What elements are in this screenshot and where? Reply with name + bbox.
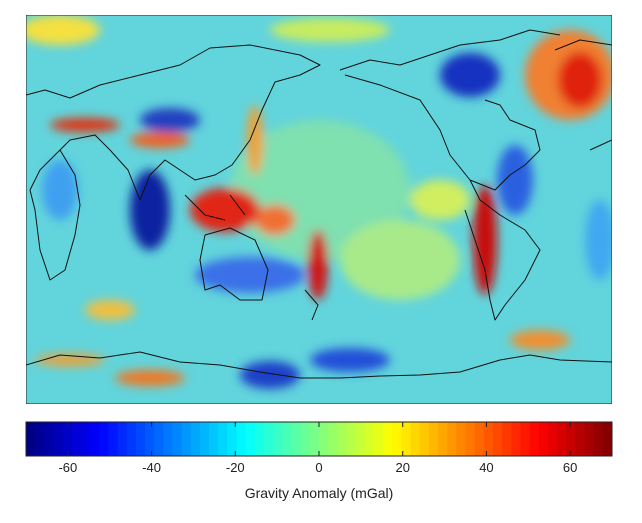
- colorbar-swatch: [419, 422, 430, 456]
- colorbar-swatch: [172, 422, 183, 456]
- colorbar-swatch: [447, 422, 457, 456]
- colorbar-swatch: [35, 422, 45, 456]
- colorbar-swatch: [145, 422, 155, 456]
- colorbar-swatch: [282, 422, 293, 456]
- colorbar-swatch: [520, 422, 531, 456]
- colorbar-swatch: [483, 422, 494, 456]
- colorbar-swatch: [190, 422, 201, 456]
- colorbar-swatch: [438, 422, 448, 456]
- colorbar-swatch: [71, 422, 82, 456]
- colorbar-swatch: [126, 422, 137, 456]
- colorbar-swatch: [181, 422, 192, 456]
- colorbar-swatch: [428, 422, 439, 456]
- colorbar-swatch: [273, 422, 283, 456]
- colorbar-tick-label: -20: [226, 460, 245, 475]
- colorbar-swatch: [135, 422, 146, 456]
- colorbar-swatch: [456, 422, 466, 456]
- colorbar-swatch: [264, 422, 274, 456]
- colorbar-swatch: [593, 422, 604, 456]
- coastline: [26, 44, 321, 281]
- anomaly-field: [26, 15, 612, 389]
- colorbar-swatch: [291, 422, 302, 456]
- colorbar-swatch: [410, 422, 421, 456]
- gravity-map: [26, 15, 612, 404]
- coastline: [184, 194, 319, 321]
- colorbar-swatch: [373, 422, 384, 456]
- colorbar-swatch: [154, 422, 164, 456]
- colorbar-swatch: [99, 422, 109, 456]
- colorbar-swatch: [401, 422, 412, 456]
- colorbar-swatch: [319, 422, 329, 456]
- colorbar-swatch: [355, 422, 366, 456]
- colorbar-tick-label: 60: [563, 460, 577, 475]
- colorbar-swatch: [602, 422, 613, 456]
- colorbar-swatch: [392, 422, 402, 456]
- colorbar-swatch: [80, 422, 91, 456]
- colorbar-swatch: [492, 422, 503, 456]
- colorbar-swatch: [108, 422, 119, 456]
- colorbar-swatch: [236, 422, 247, 456]
- colorbar-tick-label: -40: [142, 460, 161, 475]
- colorbar-swatch: [90, 422, 100, 456]
- colorbar-swatch: [502, 422, 512, 456]
- colorbar-swatch: [218, 422, 228, 456]
- colorbar-swatch: [227, 422, 238, 456]
- coastline: [339, 29, 561, 321]
- colorbar-swatch: [511, 422, 521, 456]
- colorbar-tick-label: 0: [315, 460, 322, 475]
- colorbar-swatch: [383, 422, 393, 456]
- colorbar-swatch: [53, 422, 64, 456]
- colorbar-swatch: [309, 422, 320, 456]
- colorbar-swatch: [547, 422, 558, 456]
- colorbar-swatch: [209, 422, 219, 456]
- colorbar-swatch: [557, 422, 567, 456]
- colorbar-swatch: [26, 422, 36, 456]
- colorbar-swatch: [44, 422, 54, 456]
- colorbar-swatch: [474, 422, 485, 456]
- colorbar-swatch: [199, 422, 210, 456]
- colorbar-swatch: [300, 422, 311, 456]
- colorbar-tick-label: 20: [395, 460, 409, 475]
- colorbar-swatch: [575, 422, 586, 456]
- colorbar-swatch: [529, 422, 540, 456]
- colorbar: -60 -40 -20 0 20 40 60: [25, 421, 613, 475]
- colorbar-swatch: [465, 422, 476, 456]
- colorbar-swatch: [566, 422, 576, 456]
- colorbar-swatch: [254, 422, 265, 456]
- colorbar-swatch: [538, 422, 549, 456]
- colorbar-label: Gravity Anomaly (mGal): [245, 485, 394, 501]
- colorbar-swatch: [245, 422, 256, 456]
- colorbar-tick-label: 40: [479, 460, 493, 475]
- colorbar-swatch: [62, 422, 73, 456]
- colorbar-swatch: [346, 422, 357, 456]
- colorbar-swatch: [337, 422, 347, 456]
- colorbar-swatch: [364, 422, 375, 456]
- colorbar-tick-label: -60: [58, 460, 77, 475]
- colorbar-swatch: [163, 422, 173, 456]
- colorbar-swatch: [117, 422, 128, 456]
- colorbar-swatch: [584, 422, 595, 456]
- coastline: [26, 39, 612, 379]
- colorbar-swatch: [328, 422, 338, 456]
